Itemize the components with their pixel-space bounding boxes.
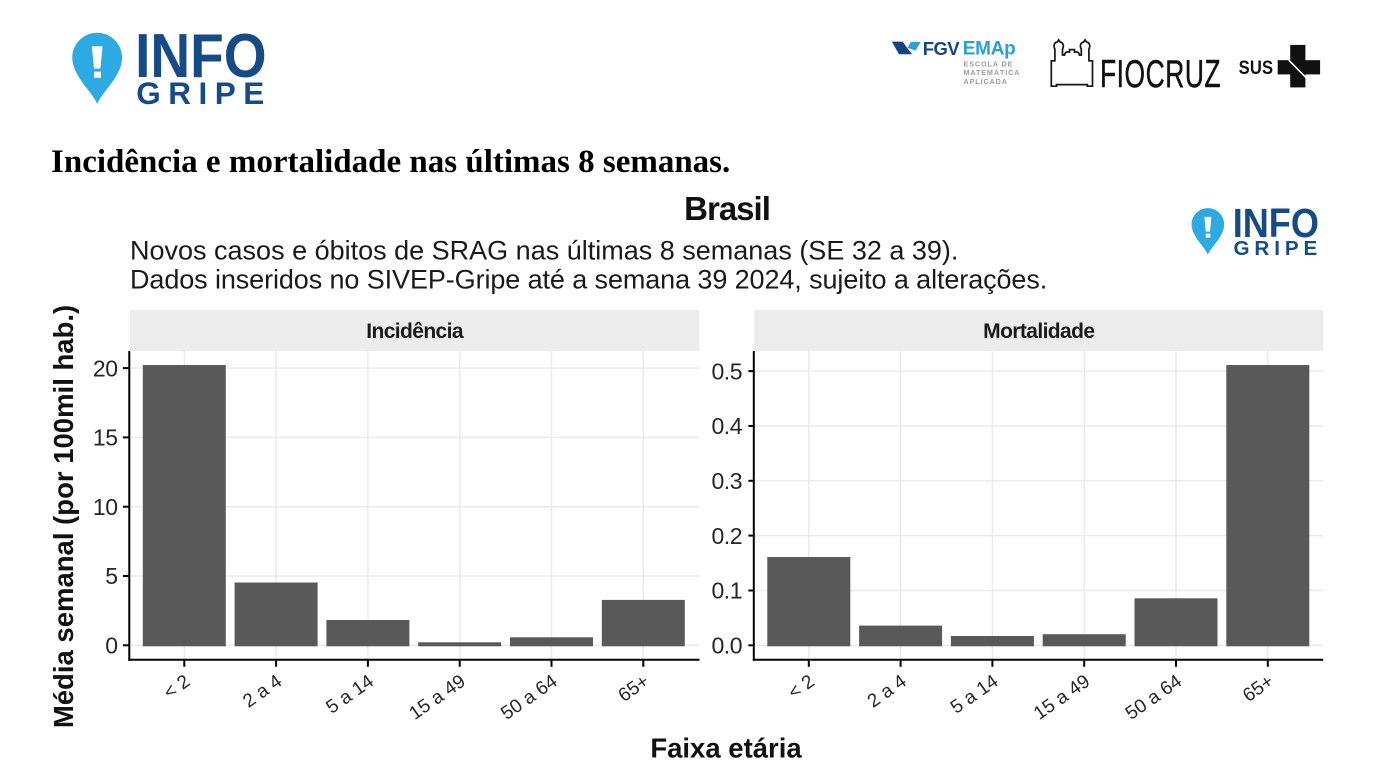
svg-text:0.0: 0.0: [712, 633, 742, 659]
svg-text:15: 15: [93, 425, 118, 451]
svg-text:0.3: 0.3: [712, 468, 742, 494]
svg-text:0: 0: [105, 633, 117, 659]
svg-text:Dados inseridos no SIVEP-Gripe: Dados inseridos no SIVEP-Gripe até a sem…: [130, 264, 1047, 294]
svg-text:0.5: 0.5: [712, 358, 742, 384]
svg-text:5: 5: [105, 563, 117, 589]
svg-text:Incidência e mortalidade nas ú: Incidência e mortalidade nas últimas 8 s…: [51, 144, 730, 180]
svg-text:ESCOLA DE: ESCOLA DE: [964, 60, 1014, 69]
svg-text:FIOCRUZ: FIOCRUZ: [1100, 53, 1221, 96]
svg-text:EMAp: EMAp: [963, 38, 1016, 59]
svg-text:GRIPE: GRIPE: [136, 75, 272, 111]
svg-text:Faixa etária: Faixa etária: [650, 733, 802, 764]
svg-text:FGV: FGV: [923, 38, 960, 59]
svg-text:Mortalidade: Mortalidade: [983, 320, 1094, 343]
svg-text:SUS: SUS: [1239, 57, 1274, 79]
svg-text:0.1: 0.1: [712, 578, 742, 604]
svg-text:0.4: 0.4: [712, 413, 743, 439]
svg-text:Novos casos e óbitos de SRAG n: Novos casos e óbitos de SRAG nas últimas…: [130, 236, 958, 266]
svg-text:10: 10: [93, 494, 118, 520]
svg-text:MATEMÁTICA: MATEMÁTICA: [964, 68, 1021, 77]
svg-text:APLICADA: APLICADA: [964, 77, 1008, 86]
svg-text:Média semanal (por 100mil hab.: Média semanal (por 100mil hab.): [48, 305, 79, 728]
svg-text:Brasil: Brasil: [684, 190, 770, 227]
svg-text:0.2: 0.2: [712, 523, 742, 549]
svg-text:Incidência: Incidência: [366, 320, 464, 343]
svg-text:INFO: INFO: [135, 22, 267, 91]
svg-text:20: 20: [93, 355, 118, 381]
